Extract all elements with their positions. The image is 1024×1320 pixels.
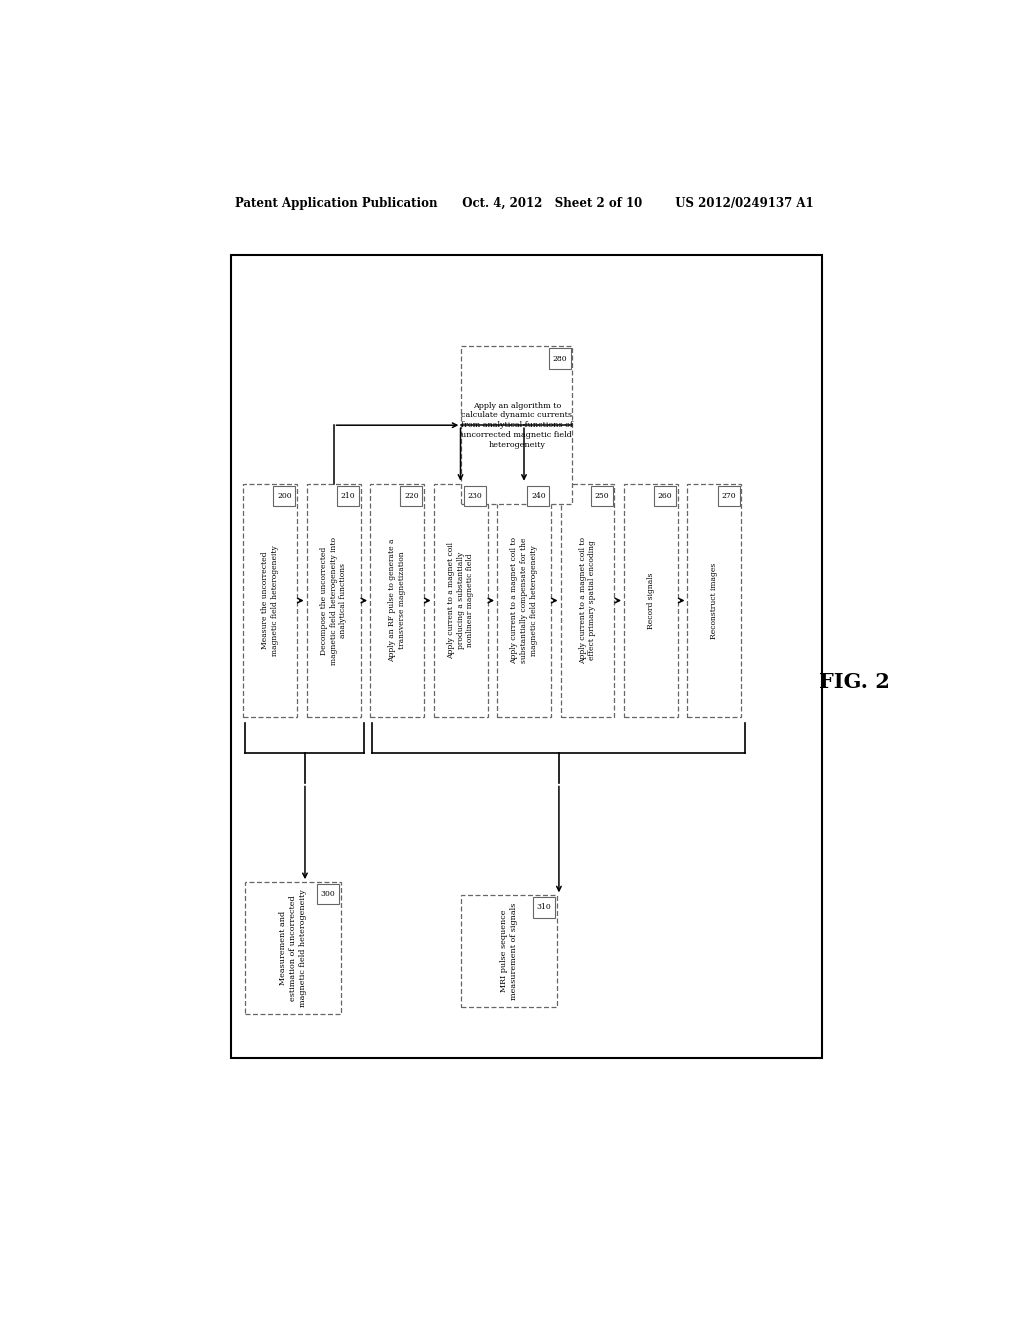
Text: Reconstruct images: Reconstruct images <box>711 562 719 639</box>
Text: 250: 250 <box>595 492 609 500</box>
Text: Apply current to a magnet coil to
effect primary spatial encoding: Apply current to a magnet coil to effect… <box>579 537 596 664</box>
FancyBboxPatch shape <box>461 346 572 504</box>
FancyBboxPatch shape <box>527 486 550 506</box>
Text: 300: 300 <box>321 890 336 899</box>
FancyBboxPatch shape <box>687 483 741 718</box>
Text: 260: 260 <box>658 492 673 500</box>
FancyBboxPatch shape <box>246 882 341 1014</box>
Text: Measurement and
estimation of uncorrected
magnetic field heterogeneity: Measurement and estimation of uncorrecte… <box>280 890 307 1007</box>
FancyBboxPatch shape <box>370 483 424 718</box>
Text: 240: 240 <box>531 492 546 500</box>
Text: 230: 230 <box>467 492 482 500</box>
Text: 270: 270 <box>722 492 736 500</box>
Text: Apply current to a magnet coil
producing a substantially
nonlinear magnetic fiel: Apply current to a magnet coil producing… <box>446 543 474 659</box>
FancyBboxPatch shape <box>316 884 339 904</box>
FancyBboxPatch shape <box>560 483 614 718</box>
Text: 200: 200 <box>278 492 292 500</box>
Text: 280: 280 <box>552 355 567 363</box>
FancyBboxPatch shape <box>273 486 296 506</box>
Text: Measure the uncorrected
magnetic field heterogeneity: Measure the uncorrected magnetic field h… <box>261 545 279 656</box>
FancyBboxPatch shape <box>718 486 740 506</box>
FancyBboxPatch shape <box>433 483 487 718</box>
FancyBboxPatch shape <box>532 898 555 917</box>
FancyBboxPatch shape <box>464 486 486 506</box>
Text: MRI pulse sequence
measurement of signals: MRI pulse sequence measurement of signal… <box>500 903 518 999</box>
FancyBboxPatch shape <box>306 483 360 718</box>
Text: Apply an algorithm to
calculate dynamic currents
from analytical functions of
un: Apply an algorithm to calculate dynamic … <box>461 401 572 449</box>
FancyBboxPatch shape <box>591 486 613 506</box>
Text: Patent Application Publication      Oct. 4, 2012   Sheet 2 of 10        US 2012/: Patent Application Publication Oct. 4, 2… <box>236 197 814 210</box>
FancyBboxPatch shape <box>461 895 557 1007</box>
FancyBboxPatch shape <box>654 486 677 506</box>
Text: Apply current to a magnet coil to
substantially compensate for the
magnetic fiel: Apply current to a magnet coil to substa… <box>510 537 538 664</box>
Text: 310: 310 <box>537 903 551 912</box>
FancyBboxPatch shape <box>243 483 297 718</box>
FancyBboxPatch shape <box>337 486 359 506</box>
Text: 220: 220 <box>404 492 419 500</box>
Text: FIG. 2: FIG. 2 <box>819 672 890 692</box>
FancyBboxPatch shape <box>624 483 678 718</box>
Text: Decompose the uncorrected
magnetic field heterogeneity into
analytical functions: Decompose the uncorrected magnetic field… <box>319 536 347 664</box>
FancyBboxPatch shape <box>549 348 570 368</box>
Text: 210: 210 <box>341 492 355 500</box>
Text: Apply an RF pulse to generate a
transverse magnetization: Apply an RF pulse to generate a transver… <box>388 539 406 663</box>
FancyBboxPatch shape <box>497 483 551 718</box>
FancyBboxPatch shape <box>400 486 423 506</box>
Text: Record signals: Record signals <box>647 573 655 628</box>
FancyBboxPatch shape <box>231 255 822 1057</box>
